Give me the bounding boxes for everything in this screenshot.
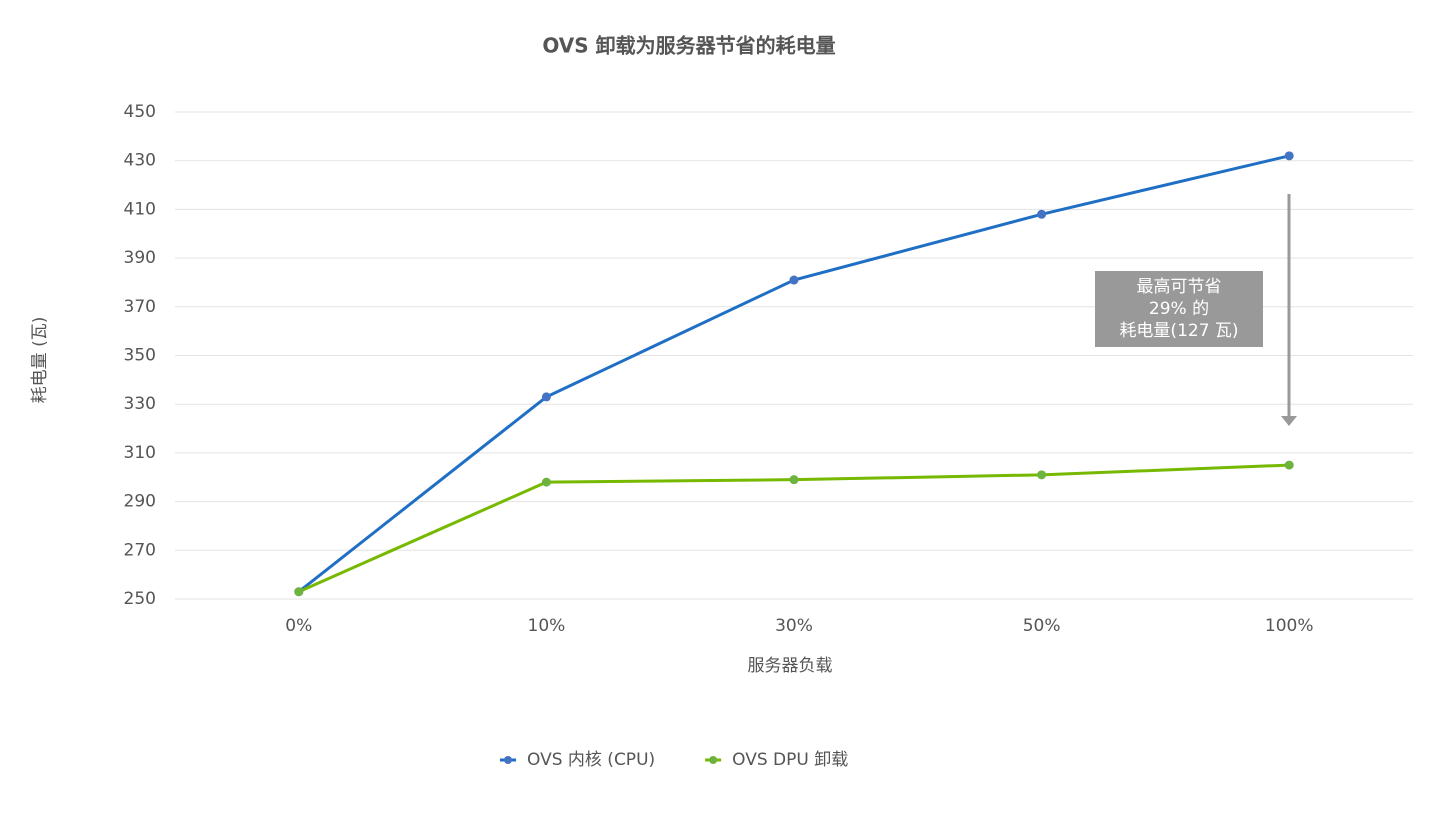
data-point (1037, 209, 1047, 219)
y-tick-label: 370 (124, 297, 156, 317)
y-tick-label: 390 (124, 248, 156, 268)
legend-marker (504, 756, 512, 764)
data-point (789, 475, 799, 485)
legend-label: OVS 内核 (CPU) (527, 750, 655, 770)
data-point (541, 392, 551, 402)
arrow-head (1281, 416, 1297, 426)
x-axis-label: 服务器负载 (748, 656, 833, 676)
data-point (789, 275, 799, 285)
grid (175, 111, 1413, 600)
annotation-text: 最高可节省 (1137, 277, 1222, 297)
y-tick-label: 330 (124, 394, 156, 414)
y-tick-label: 250 (124, 589, 156, 609)
x-tick-label: 100% (1265, 616, 1314, 636)
data-point (1284, 460, 1294, 470)
y-tick-label: 450 (124, 102, 156, 122)
y-tick-label: 430 (124, 151, 156, 171)
y-tick-label: 310 (124, 443, 156, 463)
legend-label: OVS DPU 卸载 (732, 750, 848, 770)
x-tick-label: 50% (1023, 616, 1061, 636)
x-tick-label: 10% (528, 616, 566, 636)
annotation-text: 29% 的 (1149, 299, 1209, 319)
y-tick-label: 270 (124, 540, 156, 560)
legend-marker (709, 756, 718, 764)
x-tick-label: 30% (775, 616, 813, 636)
plot (294, 151, 1294, 597)
data-point (1037, 470, 1047, 480)
data-point (294, 587, 304, 597)
y-tick-label: 290 (124, 492, 156, 512)
data-point (1284, 151, 1294, 161)
y-tick-label: 410 (124, 199, 156, 219)
x-tick-label: 0% (285, 616, 312, 636)
data-point (541, 477, 551, 487)
legend: OVS 内核 (CPU) OVS DPU 卸载 (500, 750, 848, 770)
annotation-text: 耗电量(127 瓦) (1119, 321, 1238, 341)
y-axis-label: 耗电量 (瓦) (30, 317, 50, 404)
chart-title: OVS 卸载为服务器节省的耗电量 (542, 34, 835, 58)
annotation-box (1095, 271, 1263, 347)
y-tick-label: 350 (124, 346, 156, 366)
